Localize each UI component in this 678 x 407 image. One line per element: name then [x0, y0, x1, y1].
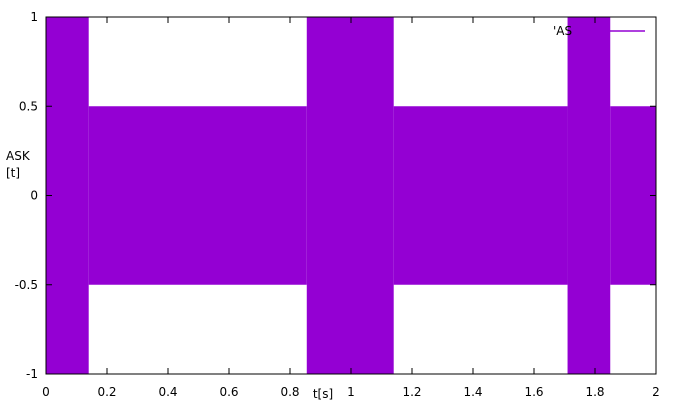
y-tick-label-1: 0.5 — [19, 99, 38, 113]
x-axis-label: t[s] — [313, 387, 333, 401]
x-tick-label-0: 0 — [42, 385, 50, 399]
y-tick-label-2: 0 — [30, 189, 38, 203]
legend-label: 'AS — [553, 24, 572, 38]
tick-labels: 0 0.2 0.4 0.6 0.8 1 1.2 1.4 1.6 1.8 2 1 0.5 0 -0.5 -1 — [15, 10, 660, 399]
x-tick-label-9: 1.8 — [585, 385, 604, 399]
y-tick-label-0: 1 — [30, 10, 38, 24]
x-tick-label-3: 0.6 — [219, 385, 238, 399]
x-tick-label-2: 0.4 — [158, 385, 177, 399]
legend: 'AS — [553, 24, 645, 38]
signal-segment-6 — [610, 106, 656, 285]
signal-segment-5 — [567, 17, 611, 374]
signal-segment-4 — [393, 106, 568, 285]
x-tick-label-6: 1.2 — [402, 385, 421, 399]
axis-ticks — [45, 16, 657, 375]
x-tick-label-10: 2 — [652, 385, 660, 399]
x-tick-label-7: 1.4 — [463, 385, 482, 399]
x-tick-label-8: 1.6 — [524, 385, 543, 399]
y-tick-label-4: -1 — [26, 367, 38, 381]
x-tick-label-4: 0.8 — [280, 385, 299, 399]
y-tick-label-3: -0.5 — [15, 278, 38, 292]
signal-envelope — [46, 17, 656, 374]
x-tick-label-1: 0.2 — [97, 385, 116, 399]
x-tick-label-5: 1 — [347, 385, 355, 399]
y-axis-label-line-2: [t] — [6, 166, 20, 180]
y-axis-label-line-1: ASK — [6, 149, 31, 163]
signal-segment-3 — [306, 17, 394, 374]
signal-segment-2 — [88, 106, 307, 285]
signal-segment-1 — [46, 17, 89, 374]
